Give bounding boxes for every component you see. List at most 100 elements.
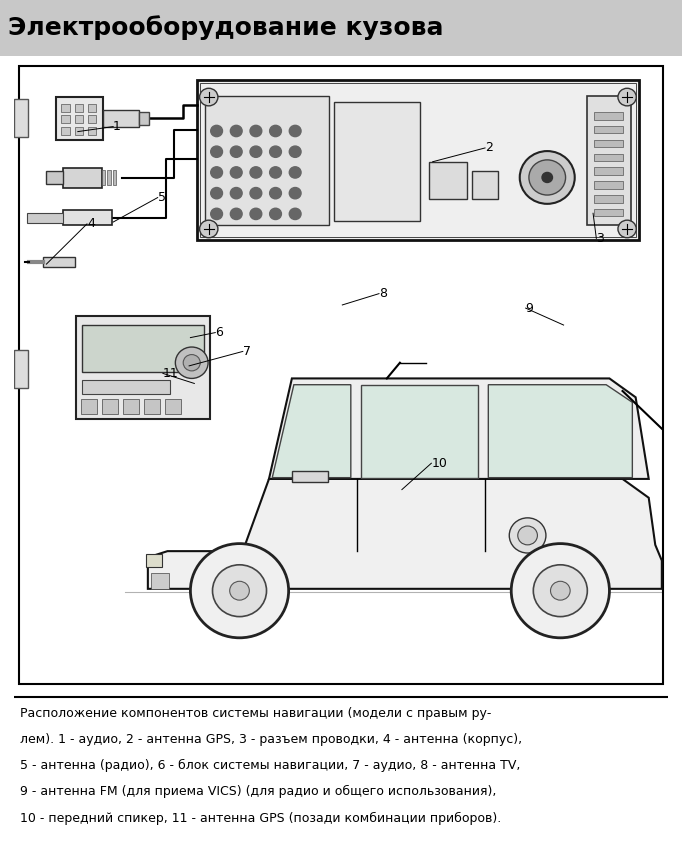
Bar	[61, 115, 70, 123]
Polygon shape	[148, 479, 662, 589]
Bar	[83, 380, 170, 394]
Circle shape	[231, 146, 242, 157]
Bar	[144, 398, 160, 414]
Circle shape	[289, 125, 301, 137]
Circle shape	[512, 544, 610, 637]
Circle shape	[211, 167, 222, 178]
Circle shape	[230, 581, 250, 600]
Bar	[107, 170, 110, 185]
Circle shape	[211, 208, 222, 220]
Circle shape	[269, 125, 282, 137]
Polygon shape	[272, 385, 351, 477]
Bar	[165, 398, 181, 414]
Bar	[595, 208, 623, 216]
Circle shape	[183, 355, 201, 371]
Circle shape	[231, 167, 242, 178]
Bar	[472, 171, 498, 199]
Circle shape	[175, 347, 208, 379]
Bar	[595, 140, 623, 147]
Bar	[201, 83, 636, 237]
Circle shape	[289, 146, 301, 157]
Bar	[151, 573, 169, 589]
Circle shape	[269, 208, 282, 220]
Bar	[14, 350, 28, 388]
Bar	[61, 104, 70, 112]
Bar	[595, 168, 623, 175]
Bar	[146, 554, 162, 567]
Circle shape	[542, 173, 552, 182]
Bar	[76, 316, 210, 420]
Circle shape	[231, 208, 242, 220]
Bar	[83, 325, 203, 372]
Circle shape	[211, 146, 222, 157]
Bar	[595, 112, 623, 120]
Circle shape	[618, 220, 636, 237]
Bar	[87, 127, 96, 134]
Bar	[205, 96, 329, 225]
Polygon shape	[488, 385, 632, 477]
Circle shape	[211, 125, 222, 137]
Bar	[292, 471, 328, 482]
Circle shape	[231, 125, 242, 137]
Text: 2: 2	[485, 141, 493, 154]
Circle shape	[289, 187, 301, 199]
Circle shape	[200, 89, 218, 106]
Circle shape	[269, 187, 282, 199]
Circle shape	[269, 146, 282, 157]
Polygon shape	[269, 379, 649, 479]
Circle shape	[250, 167, 262, 178]
Text: 5 - антенна (радио), 6 - блок системы навигации, 7 - аудио, 8 - антенна TV,: 5 - антенна (радио), 6 - блок системы на…	[20, 759, 520, 773]
Text: 11: 11	[163, 367, 179, 380]
Text: 3: 3	[596, 231, 604, 245]
Text: 5: 5	[158, 191, 166, 204]
Bar	[74, 104, 83, 112]
Bar	[61, 127, 70, 134]
Text: 1: 1	[113, 120, 121, 133]
Circle shape	[250, 208, 262, 220]
Bar	[63, 210, 112, 226]
Polygon shape	[361, 385, 479, 477]
Bar	[139, 112, 149, 125]
Text: 8: 8	[379, 287, 387, 300]
Bar	[104, 110, 139, 127]
Text: 10 - передний спикер, 11 - антенна GPS (позади комбинации приборов).: 10 - передний спикер, 11 - антенна GPS (…	[20, 812, 501, 825]
Bar	[334, 102, 419, 221]
Bar	[46, 170, 63, 185]
Bar	[587, 96, 631, 225]
Bar	[595, 126, 623, 134]
Bar	[113, 170, 116, 185]
Bar	[43, 257, 74, 267]
Circle shape	[231, 187, 242, 199]
Bar	[102, 398, 118, 414]
Bar	[74, 115, 83, 123]
Circle shape	[520, 151, 575, 204]
Circle shape	[250, 187, 262, 199]
Circle shape	[211, 187, 222, 199]
Circle shape	[509, 518, 546, 553]
Circle shape	[550, 581, 570, 600]
Text: 9: 9	[526, 301, 533, 315]
Text: лем). 1 - аудио, 2 - антенна GPS, 3 - разъем проводки, 4 - антенна (корпус),: лем). 1 - аудио, 2 - антенна GPS, 3 - ра…	[20, 734, 522, 746]
Bar	[81, 398, 97, 414]
Circle shape	[289, 167, 301, 178]
Bar	[56, 97, 104, 140]
Text: 7: 7	[243, 345, 251, 358]
Bar	[63, 168, 102, 188]
Bar	[595, 181, 623, 189]
Bar	[123, 398, 138, 414]
Bar	[74, 127, 83, 134]
Text: 9 - антенна FM (для приема VICS) (для радио и общего использования),: 9 - антенна FM (для приема VICS) (для ра…	[20, 785, 496, 798]
Text: Электрооборудование кузова: Электрооборудование кузова	[8, 15, 444, 41]
Bar	[87, 115, 96, 123]
Circle shape	[250, 125, 262, 137]
Circle shape	[200, 220, 218, 237]
Circle shape	[213, 565, 267, 617]
Bar	[27, 213, 63, 223]
Circle shape	[269, 167, 282, 178]
Bar	[595, 195, 623, 203]
Bar	[14, 99, 28, 137]
Text: 6: 6	[216, 326, 223, 339]
Circle shape	[289, 208, 301, 220]
Text: 10: 10	[431, 457, 447, 470]
Circle shape	[250, 146, 262, 157]
